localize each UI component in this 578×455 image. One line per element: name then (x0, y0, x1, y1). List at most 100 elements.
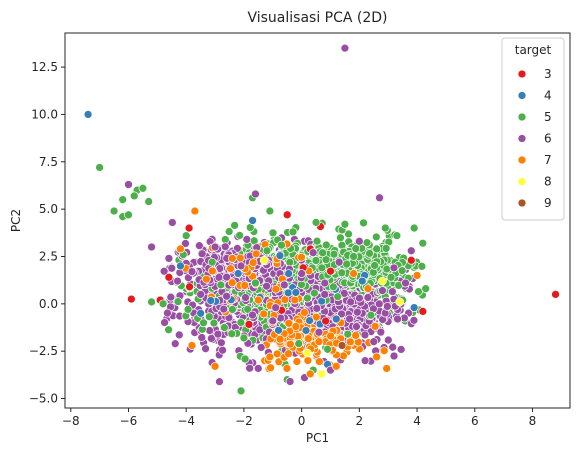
point-target-5 (236, 318, 246, 327)
legend-marker-6 (517, 134, 527, 143)
point-target-6 (159, 266, 169, 276)
point-target-6 (256, 343, 266, 352)
point-target-5 (204, 312, 214, 322)
y-tick-label: 7.5 (39, 155, 58, 169)
point-target-7 (187, 341, 197, 350)
point-target-5 (340, 219, 350, 229)
point-target-8 (317, 369, 327, 379)
point-target-5 (236, 386, 246, 396)
point-target-6 (242, 235, 252, 244)
legend-marker-7 (517, 155, 527, 165)
point-target-5 (381, 244, 391, 253)
y-tick-label: 5.0 (39, 202, 58, 216)
point-target-3 (321, 316, 330, 326)
point-target-6 (297, 269, 306, 278)
point-target-3 (282, 210, 292, 220)
point-target-7 (297, 252, 306, 262)
point-target-6 (262, 281, 271, 291)
y-axis-title: PC2 (9, 209, 23, 232)
point-target-7 (339, 351, 348, 361)
point-target-6 (314, 327, 324, 337)
point-target-3 (127, 294, 136, 304)
point-target-7 (311, 312, 321, 322)
point-target-6 (406, 246, 416, 256)
point-target-4 (248, 216, 257, 225)
point-target-5 (337, 268, 347, 278)
point-target-5 (311, 256, 321, 265)
point-target-7 (208, 266, 217, 276)
point-target-6 (160, 318, 169, 327)
point-target-5 (239, 333, 249, 343)
x-tick-label: 8 (529, 414, 537, 428)
point-target-5 (309, 288, 319, 298)
point-target-5 (109, 206, 119, 216)
point-target-6 (271, 303, 281, 312)
point-target-5 (277, 240, 286, 250)
point-target-6 (216, 338, 226, 348)
point-target-4 (83, 110, 93, 119)
point-target-7 (228, 254, 237, 263)
y-tick-label: −2.5 (29, 344, 58, 358)
point-target-7 (251, 249, 261, 259)
point-target-6 (251, 189, 260, 199)
point-target-6 (218, 345, 227, 355)
legend-label-8: 8 (544, 175, 552, 189)
point-target-7 (266, 363, 275, 373)
point-target-4 (331, 314, 341, 324)
point-target-5 (268, 228, 278, 238)
point-target-5 (288, 227, 298, 237)
point-target-7 (331, 361, 341, 371)
point-target-5 (321, 255, 331, 265)
point-target-6 (320, 278, 330, 288)
point-target-6 (167, 263, 177, 273)
y-axis-ticks: −5.0 −2.5 0.0 2.5 5.0 7.5 10.0 12.5 (29, 60, 65, 406)
legend-label-9: 9 (544, 196, 552, 210)
x-tick-label: 2 (356, 414, 364, 428)
point-target-5 (183, 305, 193, 314)
legend-label-5: 5 (544, 110, 552, 124)
plot-frame (64, 32, 571, 409)
point-target-5 (227, 329, 237, 339)
point-target-7 (284, 318, 294, 328)
point-target-7 (265, 352, 275, 362)
point-target-6 (375, 193, 384, 203)
legend-marker-4 (517, 91, 527, 100)
point-target-5 (158, 299, 168, 309)
point-target-6 (337, 309, 346, 319)
point-target-5 (333, 292, 343, 302)
point-target-5 (95, 163, 104, 172)
point-target-5 (164, 325, 173, 335)
point-target-6 (409, 315, 419, 325)
point-target-7 (345, 337, 355, 347)
point-target-9 (337, 341, 347, 350)
y-tick-label: 0.0 (39, 297, 58, 311)
point-target-5 (336, 233, 345, 243)
point-target-5 (262, 246, 272, 256)
point-target-6 (389, 263, 399, 273)
point-target-7 (292, 357, 302, 366)
point-target-7 (291, 322, 301, 331)
chart-title: Visualisasi PCA (2D) (247, 10, 387, 26)
point-target-7 (285, 339, 295, 349)
point-target-7 (202, 274, 211, 284)
legend-label-4: 4 (544, 89, 552, 103)
y-tick-label: 2.5 (39, 249, 58, 263)
point-target-6 (268, 316, 278, 326)
point-target-3 (244, 320, 254, 329)
point-target-6 (213, 329, 223, 339)
point-target-5 (359, 218, 368, 228)
x-axis-ticks: −8 −6 −4 −2 0 2 4 6 8 (62, 408, 536, 428)
point-target-5 (138, 183, 148, 193)
point-target-7 (363, 284, 373, 294)
point-target-5 (366, 310, 376, 320)
point-target-5 (397, 266, 407, 275)
point-target-5 (118, 195, 128, 205)
point-target-6 (170, 339, 180, 349)
point-target-4 (176, 261, 185, 271)
point-target-7 (379, 346, 389, 356)
point-target-5 (342, 259, 352, 269)
point-target-5 (144, 197, 154, 206)
point-target-5 (323, 344, 332, 354)
point-target-5 (343, 329, 353, 339)
